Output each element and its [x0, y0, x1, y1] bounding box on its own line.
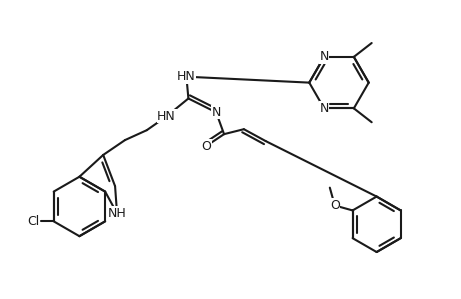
Text: Cl: Cl — [28, 215, 40, 228]
Text: N: N — [319, 102, 329, 115]
Text: HN: HN — [157, 110, 176, 123]
Text: HN: HN — [177, 70, 196, 83]
Text: O: O — [201, 140, 211, 152]
Text: N: N — [212, 106, 221, 119]
Text: N: N — [319, 51, 329, 63]
Text: NH: NH — [108, 207, 126, 220]
Text: O: O — [330, 199, 340, 212]
